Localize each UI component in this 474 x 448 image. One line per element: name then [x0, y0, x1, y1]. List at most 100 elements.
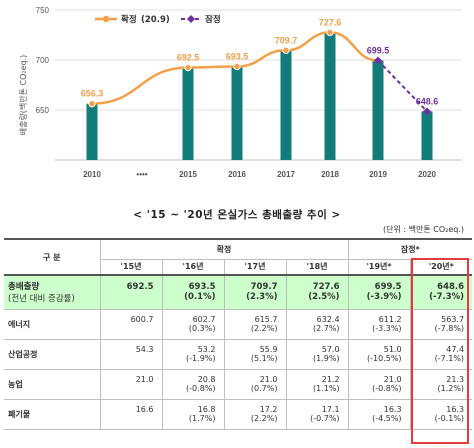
legend-confirmed-sub: (20.9) — [141, 15, 170, 25]
confirmed-line — [91, 31, 379, 105]
cell-value: 727.6 — [312, 282, 340, 293]
cell-change: (-3.3%) — [372, 324, 402, 333]
cell-value: 648.6 — [437, 282, 465, 293]
table-cell: 602.7 (0.3%) — [161, 309, 224, 340]
table-row: 에너지 600.7 602.7 (0.3%) 615.7 (2.2%) 632.4 (2.7… — [4, 309, 473, 340]
cell-value: 563.7 — [441, 315, 465, 324]
cell-change: (0.3%) — [188, 324, 216, 333]
table-row: 산업공정 54.3 53.2 (-1.9%) 55.9 (5.1%) 57.0 (1.9%)… — [4, 339, 473, 370]
x-tick-label: 2015 — [179, 170, 197, 179]
bar-2018 — [324, 32, 336, 160]
row-label-text: 총배출량 — [8, 282, 40, 293]
cell-change — [103, 324, 160, 333]
table-body: 총배출량 (전년 대비 증감률) 692.5 693.5 (0.1%) 709.7 (2.… — [4, 274, 473, 430]
cell-change: (-0.8%) — [186, 384, 216, 393]
confirmed-point — [326, 28, 334, 37]
table-row: 농업 21.0 20.8 (-0.8%) 21.0 (0.7%) 21.2 (1.1%) 21… — [4, 369, 473, 400]
x-tick-label: 2020 — [418, 170, 436, 179]
cell-value: 21.0 — [135, 375, 154, 384]
x-tick-label: 2016 — [228, 170, 246, 179]
header-year: '17년 — [223, 259, 286, 276]
cell-value: 21.3 — [446, 375, 465, 384]
cell-change: (1.9%) — [312, 354, 340, 363]
x-tick-label: 2019 — [369, 170, 387, 179]
cell-change: (-4.5%) — [372, 414, 402, 423]
cell-value: 51.0 — [383, 345, 402, 354]
cell-value: 709.7 — [250, 282, 278, 293]
cell-value: 699.5 — [374, 282, 402, 293]
cell-change: (1.2%) — [437, 384, 465, 393]
value-label: 727.6 — [319, 17, 342, 27]
cell-change: (1.1%) — [312, 384, 340, 393]
table-cell: 692.5 — [99, 274, 162, 310]
table-cell: 16.3 (-0.1%) — [409, 399, 473, 430]
table-cell: 55.9 (5.1%) — [223, 339, 286, 370]
confirmed-point — [184, 63, 192, 72]
cell-change: (-0.1%) — [434, 414, 465, 423]
y-tick-label: 700 — [36, 56, 50, 65]
cell-value: 615.7 — [254, 315, 278, 324]
provisional-point — [423, 107, 431, 116]
header-confirmed: 확정 — [99, 238, 349, 260]
table-cell: 57.0 (1.9%) — [285, 339, 349, 370]
cell-change — [103, 292, 160, 302]
cell-change: (-3.9%) — [366, 292, 402, 303]
cell-value: 17.2 — [259, 405, 278, 414]
table-title: < '15 ~ '20년 온실가스 총배출량 추이 > — [133, 209, 341, 221]
header-year: '16년 — [161, 259, 224, 276]
x-tick-label: •••• — [136, 170, 147, 179]
bar-2015 — [182, 67, 194, 160]
table-row: 총배출량 (전년 대비 증감률) 692.5 693.5 (0.1%) 709.7 (2.… — [4, 274, 473, 310]
header-provisional: 잠정* — [347, 238, 473, 260]
cell-value: 16.3 — [446, 405, 465, 414]
cell-value: 693.5 — [188, 282, 216, 293]
cell-change: (-7.8%) — [434, 324, 465, 333]
legend-confirmed-label: 확정 — [121, 14, 137, 25]
cell-change: (2.3%) — [246, 292, 278, 303]
x-tick-label: 2018 — [321, 170, 339, 179]
bar-2010 — [86, 103, 98, 160]
table-cell: 16.8 (1.7%) — [161, 399, 224, 430]
chart-legend: 확정 (20.9) 잠정 — [95, 14, 221, 25]
cell-value: 600.7 — [130, 315, 154, 324]
cell-value: 47.4 — [446, 345, 465, 354]
cell-change: (-10.5%) — [367, 354, 402, 363]
cell-change: (1.7%) — [188, 414, 216, 423]
row-label: 산업공정 — [4, 339, 100, 370]
cell-value: 53.2 — [197, 345, 216, 354]
cell-change: (-1.9%) — [186, 354, 216, 363]
cell-value: 16.8 — [197, 405, 216, 414]
table-cell: 17.1 (-0.7%) — [285, 399, 349, 430]
row-label: 에너지 — [4, 309, 100, 340]
bar-2019 — [372, 60, 384, 160]
value-label: 709.7 — [275, 35, 298, 45]
chart-bars — [86, 32, 433, 160]
y-axis-label: 배출량(백만톤 CO₂eq.) — [18, 55, 28, 136]
header-year: '20년* — [409, 259, 473, 276]
chart-gridlines — [55, 9, 462, 161]
cell-value: 16.3 — [383, 405, 402, 414]
emissions-table: 구 분 확정 잠정* '15년 '16년 '17년 '18년 '19년* '20년* 총배… — [4, 238, 473, 430]
value-label: 648.6 — [416, 96, 439, 106]
x-axis: 2010 •••• 2015 2016 2017 2018 2019 2020 — [83, 170, 436, 179]
row-label: 농업 — [4, 369, 100, 400]
cell-value: 16.6 — [135, 405, 154, 414]
table-cell: 600.7 — [99, 309, 162, 340]
header-year: '15년 — [99, 259, 162, 276]
row-label-text: 농업 — [8, 379, 23, 389]
cell-change: (2.5%) — [308, 292, 340, 303]
table-cell: 47.4 (-7.1%) — [409, 339, 473, 370]
value-label: 692.5 — [177, 53, 200, 63]
bar-2016 — [231, 66, 243, 160]
provisional-point — [374, 56, 382, 65]
value-label: 656.3 — [81, 89, 104, 99]
bar-2017 — [280, 50, 292, 160]
cell-change: (2.2%) — [250, 324, 278, 333]
header-category: 구 분 — [4, 238, 100, 276]
cell-change: (-0.8%) — [372, 384, 402, 393]
cell-value: 611.2 — [378, 315, 402, 324]
cell-value: 20.8 — [197, 375, 216, 384]
row-label-text: 에너지 — [8, 319, 31, 329]
cell-change: (2.2%) — [250, 414, 278, 423]
table-cell: 51.0 (-10.5%) — [347, 339, 411, 370]
